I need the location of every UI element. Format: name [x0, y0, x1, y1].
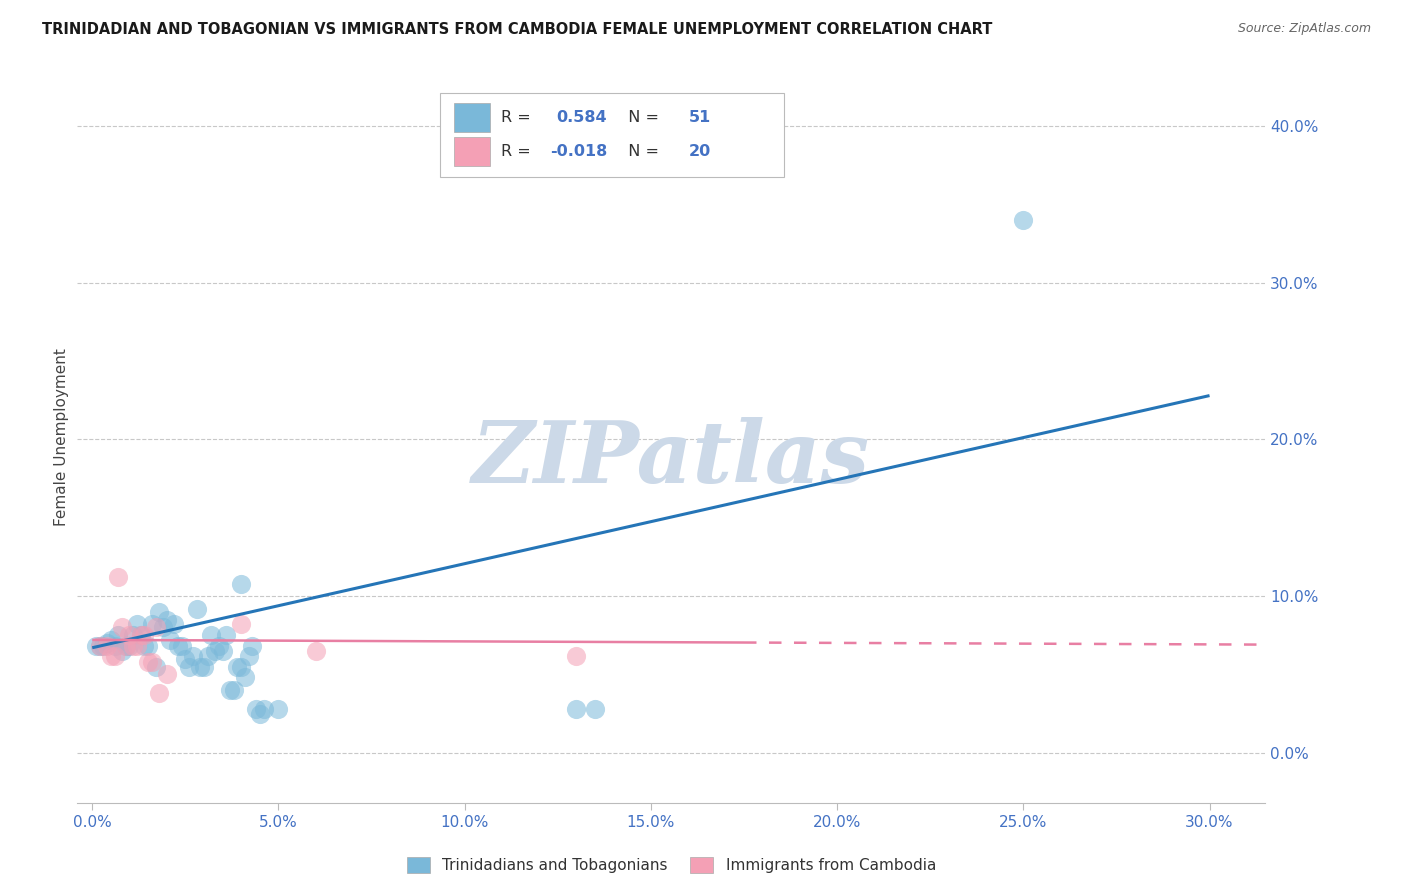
Text: -0.018: -0.018 — [550, 145, 607, 160]
Point — [103, 639, 125, 653]
Text: R =: R = — [502, 145, 536, 160]
Point — [565, 702, 588, 716]
Point — [114, 639, 136, 653]
Point — [226, 659, 249, 673]
Point — [159, 632, 181, 647]
Point — [148, 686, 170, 700]
Point — [107, 628, 129, 642]
Point — [583, 702, 606, 716]
Text: N =: N = — [617, 145, 664, 160]
Point — [129, 628, 152, 642]
Point — [245, 702, 267, 716]
Point — [231, 617, 253, 632]
Point — [148, 605, 170, 619]
Text: 0.584: 0.584 — [557, 110, 607, 125]
Legend: Trinidadians and Tobagonians, Immigrants from Cambodia: Trinidadians and Tobagonians, Immigrants… — [401, 851, 942, 880]
Point — [167, 639, 190, 653]
Point — [252, 702, 274, 716]
Y-axis label: Female Unemployment: Female Unemployment — [53, 348, 69, 526]
Point — [118, 628, 141, 642]
Point — [193, 659, 215, 673]
Point — [141, 617, 163, 632]
Point — [114, 639, 136, 653]
Point — [145, 659, 167, 673]
Text: ZIPatlas: ZIPatlas — [472, 417, 870, 500]
Point — [174, 651, 197, 665]
Point — [231, 576, 253, 591]
Point — [238, 648, 260, 663]
Point — [222, 683, 245, 698]
Point — [96, 639, 118, 653]
Point — [240, 639, 263, 653]
Point — [188, 659, 211, 673]
Point — [122, 628, 145, 642]
Text: R =: R = — [502, 110, 541, 125]
Point — [233, 671, 256, 685]
Text: 51: 51 — [689, 110, 711, 125]
Point — [136, 639, 159, 653]
Point — [93, 639, 115, 653]
Point — [156, 613, 179, 627]
Point — [111, 644, 134, 658]
Point — [125, 617, 148, 632]
Point — [111, 620, 134, 634]
Point — [129, 628, 152, 642]
Point — [107, 570, 129, 584]
Point — [231, 659, 253, 673]
Point — [200, 628, 222, 642]
Point — [177, 659, 200, 673]
Point — [103, 648, 125, 663]
Point — [84, 639, 107, 653]
Point — [136, 655, 159, 669]
Point — [156, 667, 179, 681]
Point — [565, 648, 588, 663]
Point — [96, 636, 118, 650]
Point — [170, 639, 193, 653]
Point — [89, 639, 111, 653]
Point — [267, 702, 290, 716]
Point — [134, 639, 156, 653]
Text: TRINIDADIAN AND TOBAGONIAN VS IMMIGRANTS FROM CAMBODIA FEMALE UNEMPLOYMENT CORRE: TRINIDADIAN AND TOBAGONIAN VS IMMIGRANTS… — [42, 22, 993, 37]
Point — [186, 601, 208, 615]
Point — [215, 628, 238, 642]
Text: Source: ZipAtlas.com: Source: ZipAtlas.com — [1237, 22, 1371, 36]
Point — [219, 683, 242, 698]
Point — [204, 644, 226, 658]
Point — [249, 706, 271, 721]
Point — [141, 655, 163, 669]
Point — [208, 639, 231, 653]
Point — [118, 639, 141, 653]
Point — [122, 639, 145, 653]
Point — [163, 617, 186, 632]
Point — [145, 620, 167, 634]
Point — [125, 639, 148, 653]
Point — [181, 648, 204, 663]
FancyBboxPatch shape — [454, 137, 489, 167]
Point — [197, 648, 219, 663]
FancyBboxPatch shape — [454, 103, 489, 132]
Text: N =: N = — [617, 110, 669, 125]
Point — [89, 639, 111, 653]
Point — [134, 628, 156, 642]
Point — [305, 644, 328, 658]
Point — [100, 632, 122, 647]
Point — [100, 648, 122, 663]
Point — [1012, 213, 1035, 227]
Point — [211, 644, 233, 658]
Point — [152, 620, 174, 634]
FancyBboxPatch shape — [440, 94, 785, 178]
Text: 20: 20 — [689, 145, 711, 160]
